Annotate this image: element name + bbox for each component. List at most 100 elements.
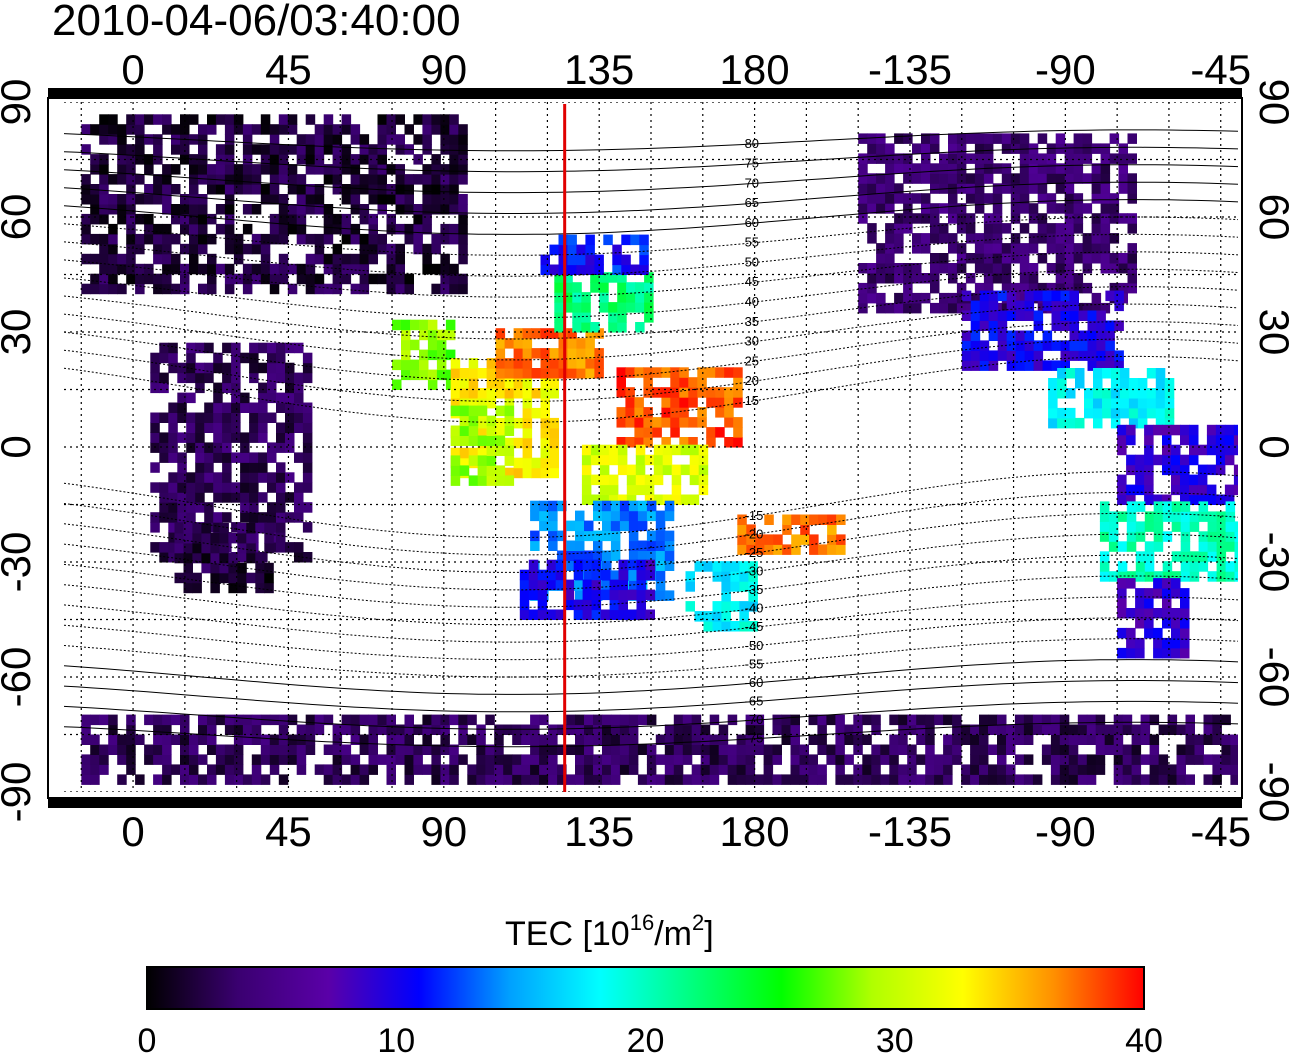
tec-cell xyxy=(294,382,304,394)
tec-cell xyxy=(718,764,729,775)
tec-cell xyxy=(700,764,711,775)
tec-cell xyxy=(204,422,214,433)
tec-cell xyxy=(1153,627,1163,639)
tec-cell xyxy=(427,339,438,351)
tec-cell xyxy=(745,744,756,755)
tec-cell xyxy=(504,437,515,449)
tec-cell xyxy=(930,163,940,174)
tec-cell xyxy=(477,435,488,446)
tec-cell xyxy=(655,540,666,551)
tec-cell xyxy=(584,550,594,561)
tec-cell xyxy=(582,559,593,571)
tec-cell xyxy=(251,754,262,765)
tec-cell xyxy=(782,514,792,525)
tec-cell xyxy=(961,310,972,321)
tec-cell xyxy=(224,174,235,185)
tec-cell xyxy=(450,475,461,486)
tec-cell xyxy=(745,724,756,735)
tec-cell xyxy=(610,754,621,765)
tec-cell xyxy=(730,621,740,632)
tec-cell xyxy=(249,422,259,433)
tec-cell xyxy=(608,302,618,313)
tec-cell xyxy=(404,754,414,765)
tec-cell xyxy=(539,510,549,522)
tec-cell xyxy=(730,571,740,582)
tec-cell xyxy=(1010,193,1021,204)
tec-cell xyxy=(213,392,223,404)
tec-cell xyxy=(302,402,313,413)
tec-cell xyxy=(764,534,774,545)
tec-cell xyxy=(427,319,438,331)
tec-cell xyxy=(410,359,420,371)
tec-cell xyxy=(171,233,181,245)
tec-cell xyxy=(186,422,196,433)
tec-cell xyxy=(644,312,654,323)
tec-cell xyxy=(992,183,1003,194)
tec-cell xyxy=(458,714,468,726)
tec-cell xyxy=(222,422,232,433)
map-top-edge-bar xyxy=(48,88,1242,98)
tec-cell xyxy=(610,714,621,726)
tec-cell xyxy=(876,302,886,314)
tec-cell xyxy=(231,482,241,493)
tec-cell xyxy=(903,193,913,204)
tec-cell xyxy=(1077,764,1088,775)
tec-cell xyxy=(988,310,999,321)
magnetic-latitude-contour xyxy=(64,575,1238,626)
tec-cell xyxy=(341,213,352,225)
tec-cell xyxy=(1171,618,1181,629)
tec-cell xyxy=(285,362,295,374)
tec-cell xyxy=(219,562,229,574)
tec-cell xyxy=(671,464,682,476)
tec-cell xyxy=(539,520,549,532)
tec-cell xyxy=(1216,521,1227,532)
tec-cell xyxy=(739,601,749,612)
tec-cell xyxy=(1230,734,1238,745)
tec-cell xyxy=(644,292,654,303)
tec-cell xyxy=(885,302,895,314)
tec-cell xyxy=(177,402,187,413)
tec-cell xyxy=(700,724,711,735)
tec-cell xyxy=(1014,734,1025,745)
tec-cell xyxy=(251,144,262,155)
tec-cell xyxy=(997,724,1007,735)
tec-cell xyxy=(1028,263,1039,274)
tec-cell xyxy=(458,273,468,285)
tec-cell xyxy=(204,412,214,423)
tec-cell xyxy=(222,412,232,423)
tec-cell xyxy=(1144,454,1154,466)
tec-cell xyxy=(858,302,868,314)
tec-cell xyxy=(1203,714,1213,726)
tec-cell xyxy=(566,714,576,726)
tec-cell xyxy=(224,184,235,195)
tec-cell xyxy=(1028,213,1039,224)
top-longitude-label: -45 xyxy=(1190,46,1251,93)
tec-cell xyxy=(302,352,313,364)
tec-cell xyxy=(635,302,645,313)
tec-cell xyxy=(858,163,868,174)
tec-cell xyxy=(332,213,343,225)
tec-cell xyxy=(222,512,232,523)
tec-cell xyxy=(249,352,259,364)
tec-cell xyxy=(548,500,558,512)
tec-cell xyxy=(1059,754,1070,765)
tec-cell xyxy=(988,290,999,302)
tec-cell xyxy=(150,462,160,473)
tec-cell xyxy=(153,744,163,755)
tec-cell xyxy=(422,114,432,125)
tec-cell xyxy=(745,734,756,745)
tec-cell xyxy=(1135,608,1145,619)
tec-cell xyxy=(817,774,827,785)
tec-cell xyxy=(643,387,653,398)
tec-cell xyxy=(1144,424,1154,436)
tec-cell xyxy=(921,213,931,224)
map-bottom-edge-bar xyxy=(48,798,1242,808)
tec-cell xyxy=(799,764,809,775)
tec-cell xyxy=(1198,541,1209,552)
tec-cell xyxy=(709,734,720,745)
tec-cell xyxy=(1206,484,1217,496)
tec-cell xyxy=(730,601,740,612)
tec-cell xyxy=(242,283,253,295)
tec-cell xyxy=(974,292,985,304)
tec-cell xyxy=(162,184,172,195)
